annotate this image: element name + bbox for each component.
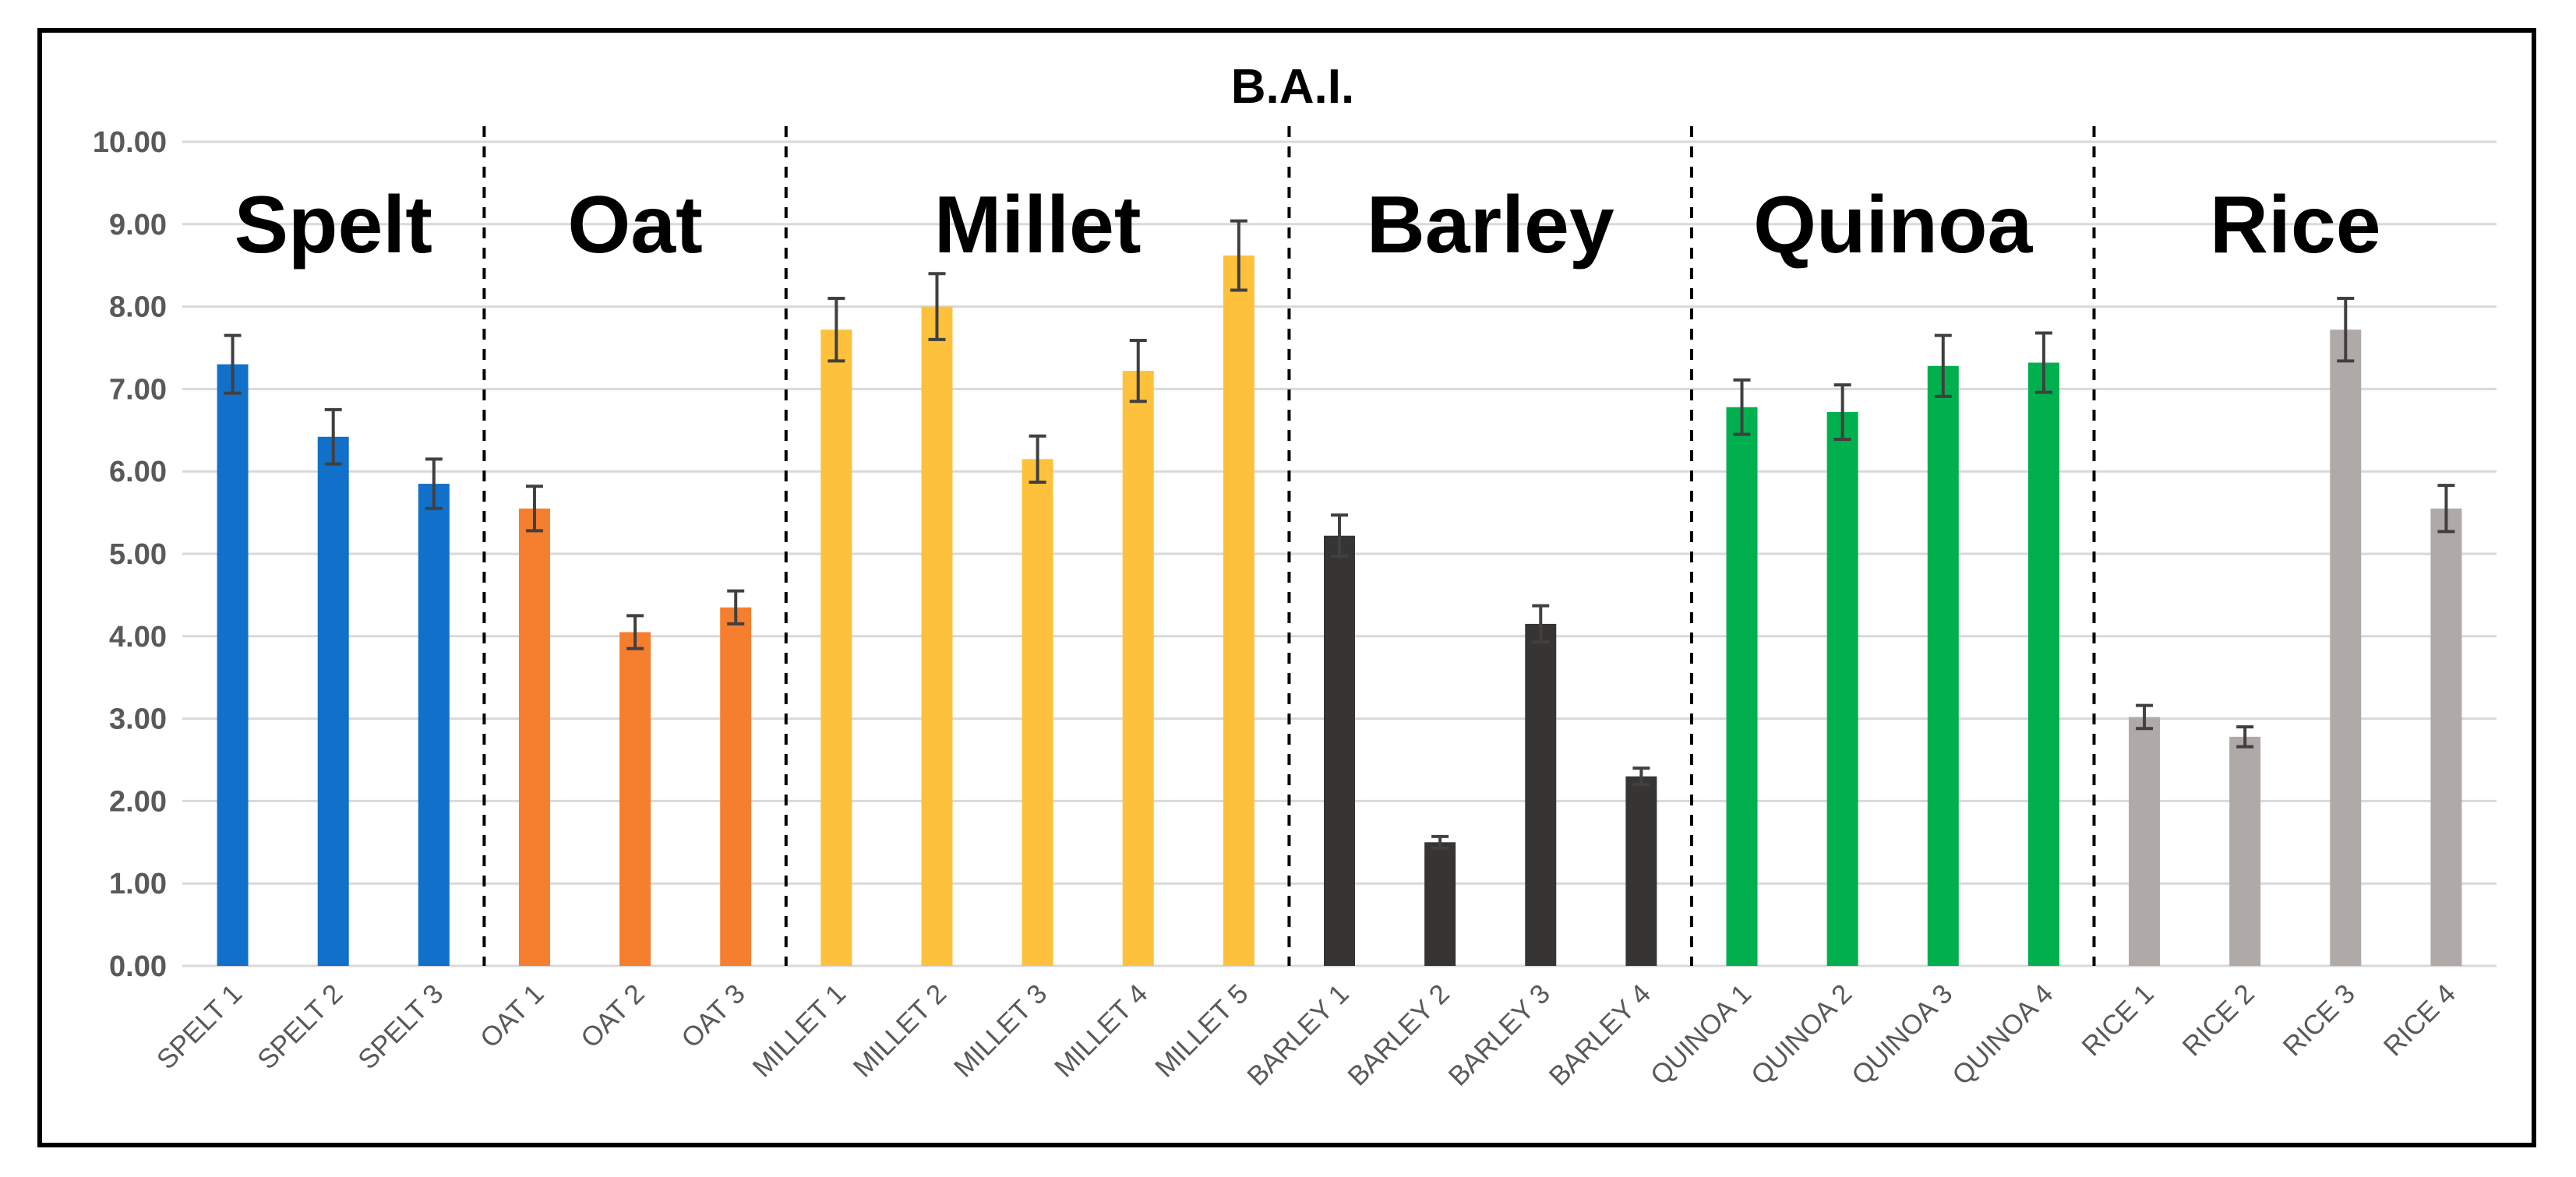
bar: [217, 364, 249, 966]
x-tick-label: SPELT 2: [252, 978, 348, 1075]
x-tick-label: MILLET 5: [1149, 978, 1254, 1083]
error-bar: [2437, 484, 2455, 534]
error-bar: [1431, 834, 1449, 850]
error-bar: [626, 614, 644, 650]
x-tick-label: RICE 3: [2278, 978, 2361, 1062]
error-bar: [1632, 766, 1650, 787]
bars: [217, 255, 2462, 967]
error-bar: [525, 485, 543, 533]
bar: [2129, 717, 2161, 966]
x-tick-label: RICE 2: [2176, 978, 2260, 1062]
bar: [1223, 255, 1254, 966]
bar: [1726, 407, 1758, 966]
y-tick-label: 9.00: [109, 209, 167, 241]
y-tick-label: 10.00: [93, 126, 167, 159]
bar: [1625, 776, 1657, 966]
bar: [1424, 842, 1456, 966]
bai-bar-chart: 0.00 1.00 2.00 3.00 4.00 5.00 6.00 7.00 8.00 9.00…: [93, 60, 2497, 1092]
chart-frame: 0.00 1.00 2.00 3.00 4.00 5.00 6.00 7.00 8.00 9.00…: [37, 28, 2536, 1147]
y-tick-label: 5.00: [109, 538, 167, 571]
error-bar: [2136, 703, 2154, 731]
x-tick-label: QUINOA 4: [1946, 978, 2059, 1091]
group-label: Rice: [2210, 180, 2381, 270]
x-tick-label: MILLET 4: [1049, 978, 1153, 1083]
y-tick-label: 4.00: [109, 621, 167, 654]
x-tick-label: QUINOA 1: [1645, 978, 1757, 1091]
x-tick-label: OAT 3: [676, 978, 751, 1054]
bar: [2229, 736, 2261, 966]
bar: [921, 306, 953, 967]
group-label: Spelt: [235, 180, 432, 270]
x-tick-label: MILLET 1: [747, 978, 852, 1083]
x-tick-label: OAT 2: [575, 978, 651, 1054]
x-tick-label: BARLEY 2: [1342, 978, 1455, 1091]
bar: [1525, 623, 1557, 966]
error-bar: [425, 457, 443, 510]
bar: [1022, 459, 1053, 966]
error-bar: [928, 272, 946, 341]
error-bar: [1532, 604, 1550, 644]
error-bar: [324, 407, 342, 466]
bar: [1826, 412, 1858, 966]
bar: [518, 508, 550, 966]
error-bar: [1733, 378, 1751, 436]
bar: [2430, 508, 2462, 966]
x-tick-label: RICE 1: [2076, 978, 2159, 1062]
y-tick-label: 1.00: [109, 868, 167, 900]
x-tick-label: MILLET 3: [948, 978, 1053, 1083]
error-bar: [2034, 331, 2052, 394]
bar: [418, 484, 450, 966]
error-bar: [1934, 333, 1952, 398]
error-bar: [1129, 338, 1147, 403]
y-tick-label: 8.00: [109, 291, 167, 324]
bar: [619, 632, 651, 966]
error-bar: [1230, 219, 1247, 292]
group-label: Barley: [1367, 180, 1614, 270]
error-bars: [224, 219, 2455, 850]
bar: [317, 436, 349, 966]
error-bar: [2236, 725, 2254, 749]
error-bar: [1029, 434, 1046, 484]
group-label: Millet: [934, 180, 1142, 270]
y-tick-label: 6.00: [109, 456, 167, 488]
bar: [820, 329, 852, 966]
error-bar: [2337, 297, 2355, 363]
x-tick-label: OAT 1: [475, 978, 550, 1054]
y-tick-label: 2.00: [109, 785, 167, 818]
bar: [2027, 362, 2059, 966]
x-tick-label: MILLET 2: [848, 978, 952, 1083]
x-tick-label: RICE 4: [2378, 978, 2461, 1062]
x-tick-label: QUINOA 2: [1745, 978, 1858, 1091]
x-tick-label: BARLEY 3: [1442, 978, 1555, 1091]
chart-title: B.A.I.: [1231, 60, 1354, 114]
error-bar: [827, 297, 845, 363]
group-label: Oat: [567, 180, 702, 270]
bar: [720, 607, 752, 966]
bar: [1324, 535, 1355, 966]
error-bar: [224, 333, 242, 395]
group-label: Quinoa: [1753, 180, 2033, 270]
error-bar: [1331, 513, 1348, 559]
bar: [2330, 329, 2362, 966]
bar: [1122, 371, 1154, 966]
x-tick-label: BARLEY 1: [1241, 978, 1354, 1091]
x-tick-label: SPELT 1: [151, 978, 248, 1075]
x-tick-label: SPELT 3: [352, 978, 449, 1075]
x-tick-label: BARLEY 4: [1544, 978, 1657, 1091]
error-bar: [1833, 383, 1851, 441]
y-tick-label: 3.00: [109, 703, 167, 736]
bar: [1927, 365, 1959, 966]
y-tick-label: 7.00: [109, 373, 167, 406]
x-tick-label: QUINOA 3: [1846, 978, 1958, 1091]
error-bar: [727, 589, 745, 626]
y-tick-label: 0.00: [109, 950, 167, 983]
